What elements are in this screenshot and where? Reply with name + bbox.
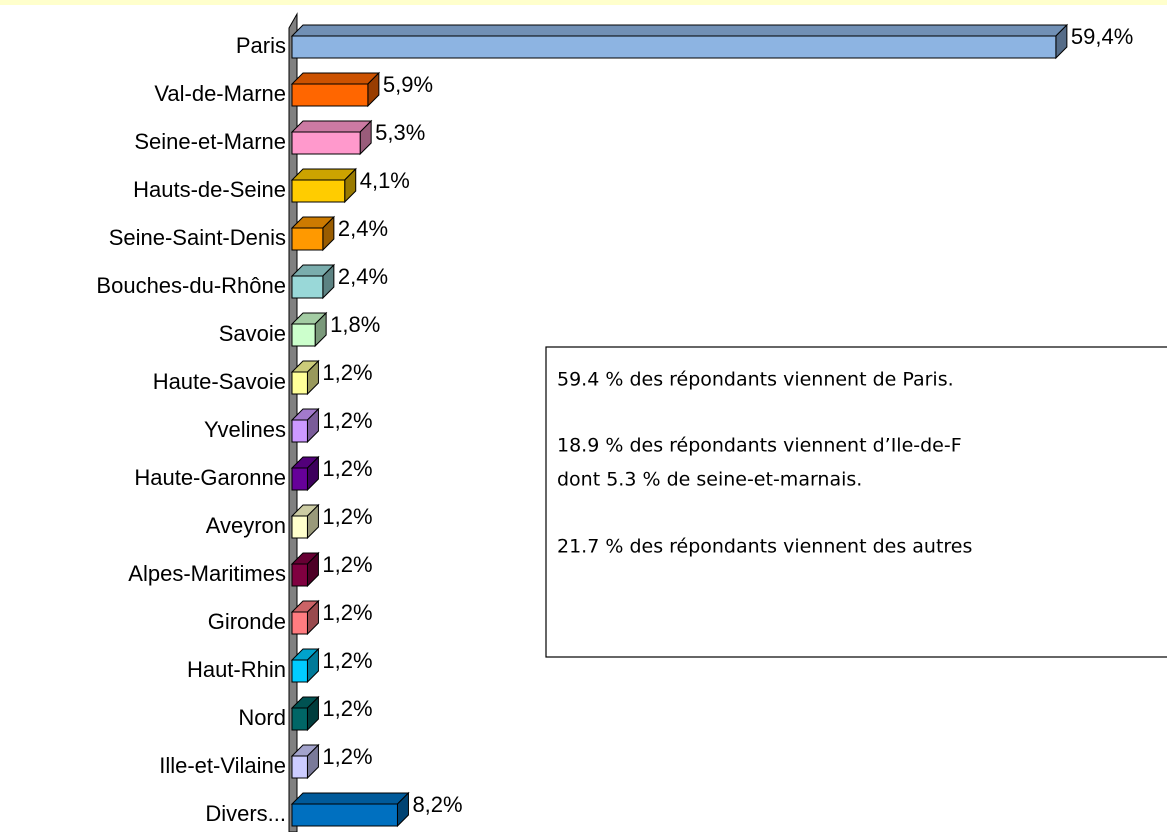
- bar: [291, 563, 308, 587]
- category-label: Bouches-du-Rhône: [96, 273, 286, 298]
- category-label: Nord: [238, 705, 286, 730]
- bar: [291, 35, 1057, 59]
- value-label: 1,2%: [322, 360, 372, 385]
- bar: [291, 707, 308, 731]
- category-label: Gironde: [208, 609, 286, 634]
- category-label: Val-de-Marne: [154, 81, 286, 106]
- bar: [291, 179, 346, 203]
- value-label: 1,2%: [322, 552, 372, 577]
- bar-top: [290, 792, 410, 805]
- bar: [291, 323, 316, 347]
- category-label: Divers...: [205, 801, 286, 826]
- value-label: 1,2%: [322, 696, 372, 721]
- bar: [291, 755, 308, 779]
- bar: [291, 803, 398, 827]
- bar: [291, 275, 324, 299]
- value-label: 1,2%: [322, 456, 372, 481]
- value-label: 5,3%: [375, 120, 425, 145]
- category-label: Aveyron: [206, 513, 286, 538]
- bar-top: [290, 120, 373, 133]
- category-label: Ille-et-Vilaine: [159, 753, 286, 778]
- text-box: [545, 346, 1167, 658]
- bar-top: [290, 24, 1069, 37]
- bar: [291, 371, 308, 395]
- value-label: 1,2%: [322, 600, 372, 625]
- category-label: Seine-et-Marne: [134, 129, 286, 154]
- category-label: Savoie: [219, 321, 286, 346]
- annotation: 18.9 % des répondants viennent d’Ile-de-…: [557, 435, 962, 457]
- value-label: 8,2%: [412, 792, 462, 817]
- value-label: 59,4%: [1071, 24, 1133, 49]
- top-strip: [0, 0, 1167, 5]
- value-label: 2,4%: [338, 216, 388, 241]
- bar: [291, 467, 308, 491]
- bar: [291, 419, 308, 443]
- bar: [291, 515, 308, 539]
- category-label: Haute-Garonne: [134, 465, 286, 490]
- value-label: 1,2%: [322, 408, 372, 433]
- annotation: 59.4 % des répondants viennent de Paris.: [557, 369, 954, 391]
- category-label: Seine-Saint-Denis: [109, 225, 286, 250]
- value-label: 4,1%: [360, 168, 410, 193]
- category-label: Alpes-Maritimes: [128, 561, 286, 586]
- category-label: Haute-Savoie: [153, 369, 286, 394]
- value-label: 1,2%: [322, 648, 372, 673]
- bar: [291, 131, 361, 155]
- value-label: 2,4%: [338, 264, 388, 289]
- bar: [291, 83, 369, 107]
- bar: [291, 227, 324, 251]
- value-label: 1,8%: [330, 312, 380, 337]
- value-label: 1,2%: [322, 744, 372, 769]
- category-label: Haut-Rhin: [187, 657, 286, 682]
- category-label: Yvelines: [204, 417, 286, 442]
- annotation: dont 5.3 % de seine-et-marnais.: [557, 469, 862, 491]
- annotation: 21.7 % des répondants viennent des autre…: [557, 536, 972, 558]
- value-label: 5,9%: [383, 72, 433, 97]
- bar-top: [290, 72, 381, 85]
- value-label: 1,2%: [322, 504, 372, 529]
- bar: [291, 659, 308, 683]
- category-label: Paris: [236, 33, 286, 58]
- category-label: Hauts-de-Seine: [133, 177, 286, 202]
- bar: [291, 611, 308, 635]
